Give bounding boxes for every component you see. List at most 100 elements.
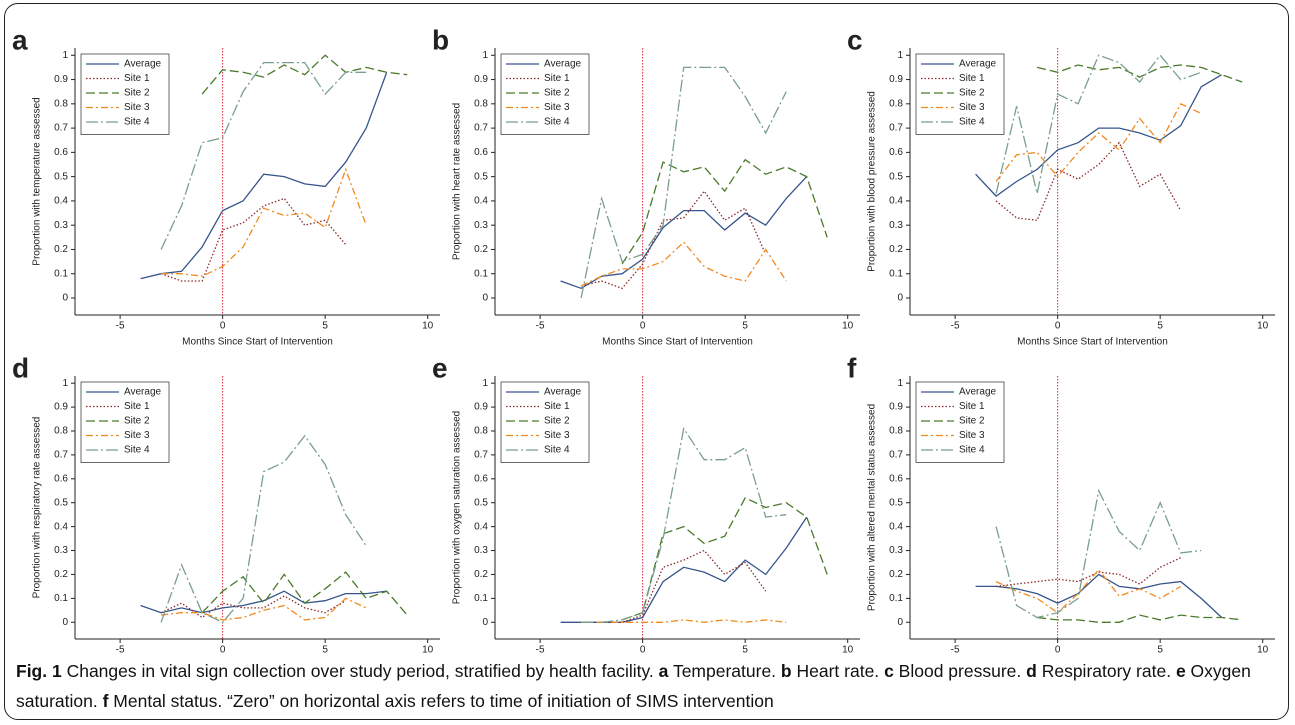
y-tick-label: 0.2 [889, 569, 903, 580]
x-tick-label: 0 [1055, 645, 1061, 655]
y-tick-label: 0.8 [474, 98, 488, 109]
x-tick-label: 0 [640, 645, 646, 655]
legend-label: Site 1 [544, 401, 570, 412]
y-tick-label: 0.7 [474, 450, 488, 461]
panel: a 0 0.1 0.2 0.3 0.4 0.5 0.6 0.7 0.8 0.9 1 -5 0 5 10 Mont… [12, 24, 440, 348]
caption-label: Fig. 1 [16, 661, 62, 681]
y-tick-label: 0.5 [54, 497, 68, 508]
y-tick-label: 0.1 [54, 593, 68, 604]
legend-label: Site 1 [124, 401, 150, 412]
x-tick-label: -5 [116, 645, 125, 655]
caption-part-letter: f [102, 691, 109, 711]
series-line [201, 571, 408, 616]
y-tick-label: 0.4 [54, 196, 68, 207]
caption-part-letter: b [780, 661, 792, 681]
series-line [1036, 64, 1243, 83]
y-tick-label: 0.1 [889, 593, 903, 604]
panel-label: b [432, 24, 449, 55]
caption-part-letter: e [1175, 661, 1186, 681]
caption-part-letter: d [1026, 661, 1037, 681]
legend-label: Site 2 [959, 88, 985, 99]
legend-label: Site 2 [544, 416, 570, 427]
y-tick-label: 0.8 [474, 426, 488, 437]
y-tick-label: 0.5 [54, 171, 68, 182]
legend-label: Site 3 [544, 102, 570, 113]
y-tick-label: 0 [62, 293, 68, 304]
x-axis-label: Months Since Start of Intervention [182, 337, 333, 348]
y-tick-label: 1 [897, 50, 903, 61]
caption-part-text: Blood pressure. [898, 661, 1022, 681]
y-tick-label: 0.8 [54, 426, 68, 437]
y-tick-label: 1 [482, 378, 488, 389]
legend-label: Site 2 [544, 88, 570, 99]
y-tick-label: 0.8 [889, 426, 903, 437]
y-tick-label: 0.2 [889, 244, 903, 255]
panel-label: c [847, 24, 863, 55]
legend-box [80, 53, 170, 135]
y-tick-label: 0 [482, 617, 488, 628]
y-tick-label: 0.7 [54, 123, 68, 134]
y-tick-label: 1 [62, 50, 68, 61]
x-tick-label: 5 [742, 645, 748, 655]
series-line [581, 426, 787, 623]
legend-label: Average [124, 59, 162, 70]
x-tick-label: 10 [422, 321, 434, 332]
series-line [995, 568, 1182, 614]
series-line [581, 619, 787, 623]
series-line [995, 488, 1202, 619]
y-axis-label: Proportion with altered mental status as… [867, 404, 878, 611]
x-tick-label: 10 [842, 321, 854, 332]
caption-part-letter: a [658, 661, 669, 681]
legend-box [500, 53, 590, 135]
caption-part-text: Temperature. [672, 661, 777, 681]
series-line [160, 434, 367, 624]
panel: d00.10.20.30.40.50.60.70.80.91-50510Mont… [12, 352, 440, 655]
legend-label: Site 3 [544, 430, 570, 441]
legend-label: Site 4 [544, 117, 570, 128]
y-tick-label: 0.8 [54, 98, 68, 109]
y-axis-label: Proportion with respiratory rate assesse… [32, 417, 43, 599]
x-tick-label: 0 [220, 321, 226, 332]
y-tick-label: 0.3 [54, 220, 68, 231]
x-tick-label: 10 [422, 645, 434, 655]
y-tick-label: 0.6 [54, 147, 68, 158]
figure: a00.10.20.30.40.50.60.70.80.91-5 0 5 10Mont… [12, 24, 1275, 655]
y-tick-label: 0.6 [889, 473, 903, 484]
legend-label: Site 1 [959, 401, 985, 412]
y-tick-label: 0.7 [889, 123, 903, 134]
panel: e00.10.20.30.40.50.60.70.80.91-50510Mont… [432, 352, 860, 655]
x-tick-label: -5 [116, 321, 125, 332]
y-tick-label: 0.2 [474, 569, 488, 580]
y-tick-label: 0.9 [889, 74, 903, 85]
y-tick-label: 0.5 [889, 171, 903, 182]
y-tick-label: 0.1 [474, 268, 488, 279]
x-tick-label: 0 [220, 645, 226, 655]
caption: Fig. 1 Changes in vital sign collection … [16, 656, 1276, 716]
legend-label: Average [959, 387, 997, 398]
y-tick-label: 0 [897, 617, 903, 628]
y-tick-label: 0.7 [54, 450, 68, 461]
legend-box [500, 381, 590, 463]
legend-label: Site 1 [124, 73, 150, 84]
legend-box [915, 381, 1005, 463]
series-line [560, 176, 808, 290]
series-line [975, 573, 1223, 618]
series-line [996, 557, 1181, 588]
legend-label: Site 4 [959, 445, 985, 456]
x-tick-label: 0 [1055, 321, 1061, 332]
series-line [580, 66, 787, 299]
panel: b 0 0.1 0.2 0.3 0.4 0.5 0.6 0.7 0.8 0.9 1 -5 0 5 10 Mont… [432, 24, 860, 348]
legend-box [915, 53, 1005, 135]
y-tick-label: 0 [62, 617, 68, 628]
x-tick-label: -5 [536, 321, 545, 332]
y-tick-label: 0.9 [474, 402, 488, 413]
series-line [160, 61, 367, 250]
y-tick-label: 0.1 [54, 268, 68, 279]
caption-part-text: Respiratory rate. [1041, 661, 1172, 681]
panel-label: a [12, 24, 28, 55]
y-tick-label: 0.3 [54, 545, 68, 556]
series-line [140, 590, 387, 614]
series-line [160, 197, 347, 282]
figure-frame [4, 3, 1289, 720]
legend-label: Site 4 [959, 117, 985, 128]
